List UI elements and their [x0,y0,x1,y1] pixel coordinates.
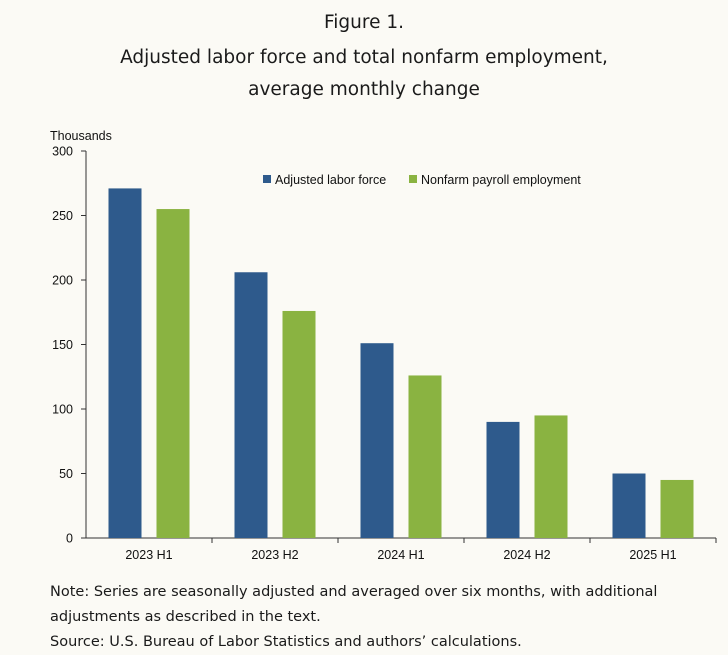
y-tick-label: 250 [52,209,73,223]
y-tick-label: 300 [52,145,73,159]
bar-labor-force-2024-h2 [486,421,520,538]
note-line-1: Note: Series are seasonally adjusted and… [50,584,658,600]
bar-labor-force-2024-h1 [360,343,394,538]
x-tick-label: 2023 H1 [125,548,172,562]
footnote: Note: Series are seasonally adjusted and… [50,580,720,655]
chart-title-line-1: Adjusted labor force and total nonfarm e… [120,47,608,68]
y-tick-label: 100 [52,403,73,417]
y-tick-label: 50 [59,467,73,481]
y-tick-label: 0 [66,532,73,546]
x-tick-label: 2024 H1 [377,548,424,562]
source-line: Source: U.S. Bureau of Labor Statistics … [50,634,522,650]
y-tick-label: 200 [52,274,73,288]
legend-label-labor-force: Adjusted labor force [275,173,386,187]
bar-payroll-2024-h2 [534,415,568,538]
chart-title: Adjusted labor force and total nonfarm e… [0,42,728,106]
bar-chart: Thousands 0 50 100 150 200 250 300 2023 H1 2023 H… [50,129,717,562]
legend-label-payroll: Nonfarm payroll employment [421,173,581,187]
legend-swatch-payroll [409,175,417,183]
bar-labor-force-2023-h2 [234,272,268,538]
bar-labor-force-2025-h1 [612,473,646,538]
legend-swatch-labor-force [263,175,271,183]
x-tick-label: 2025 H1 [629,548,676,562]
chart-title-line-2: average monthly change [248,79,480,100]
bar-payroll-2023-h1 [156,209,190,539]
bar-payroll-2025-h1 [660,479,694,538]
bar-labor-force-2023-h1 [108,188,142,538]
x-tick-label: 2023 H2 [251,548,298,562]
y-axis-label: Thousands [50,129,112,143]
bar-payroll-2024-h1 [408,375,442,538]
y-tick-label: 150 [52,338,73,352]
x-tick-label: 2024 H2 [503,548,550,562]
note-line-2: adjustments as described in the text. [50,609,321,625]
figure-number: Figure 1. [323,12,405,33]
bar-payroll-2023-h2 [282,310,316,538]
